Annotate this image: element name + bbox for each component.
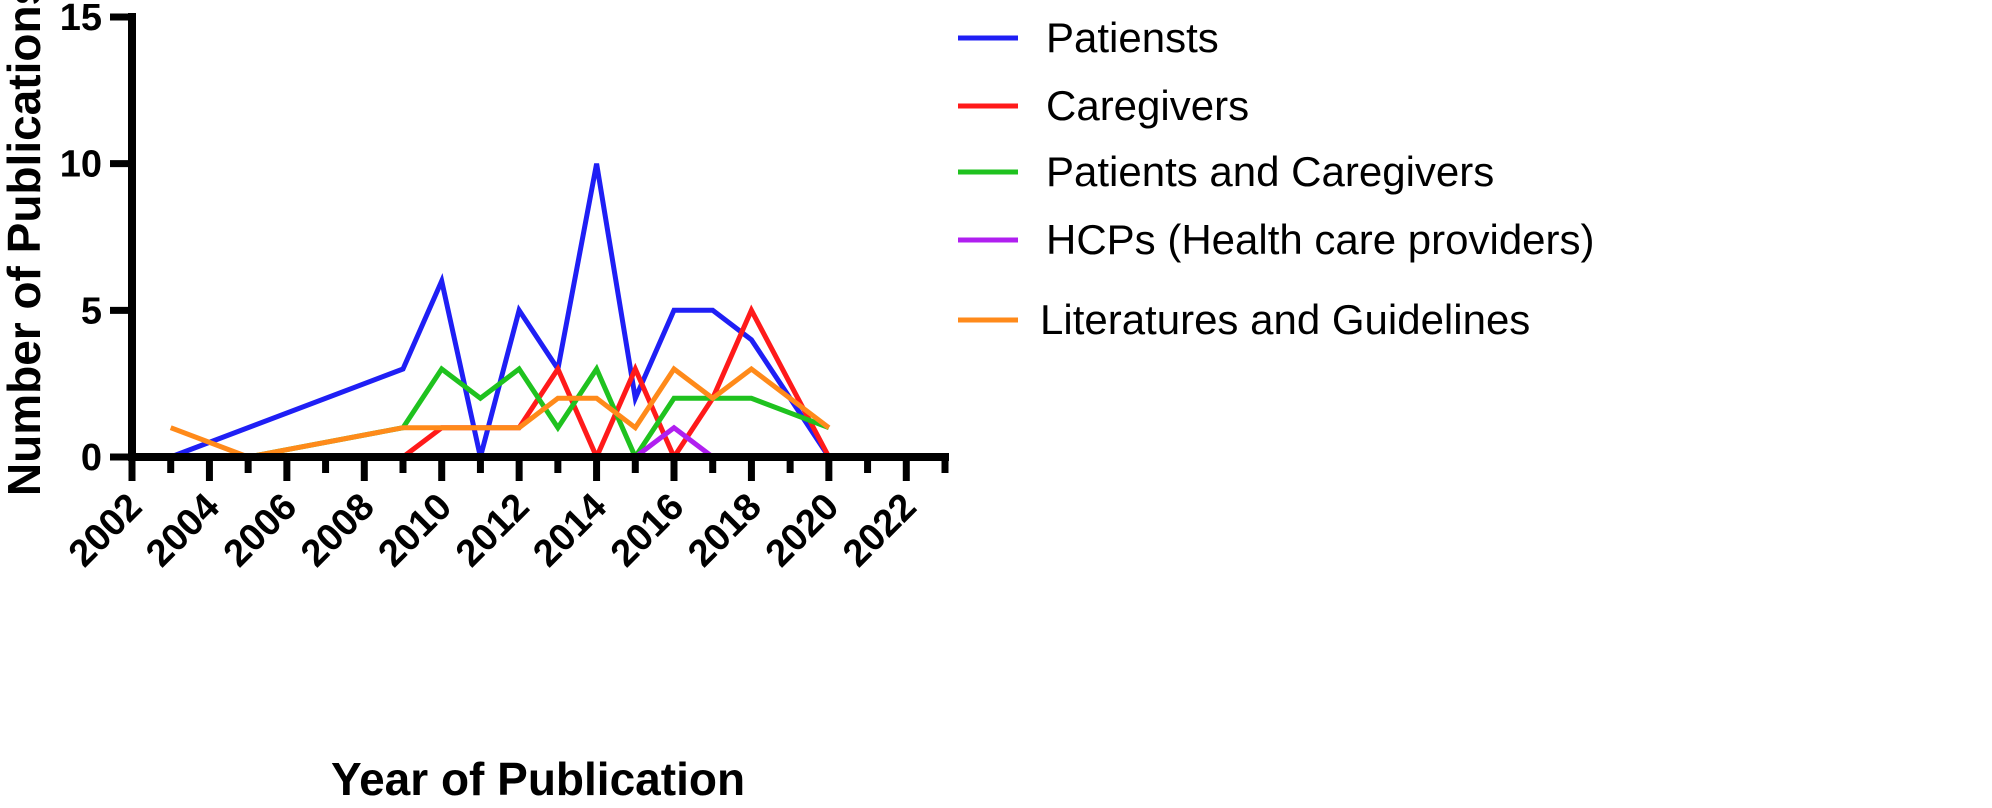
y-axis-ticks: 0 5 10 15 bbox=[60, 0, 132, 479]
series-line-patiensts bbox=[169, 163, 831, 460]
x-tick-label: 2010 bbox=[371, 486, 460, 575]
x-tick-label: 2022 bbox=[835, 486, 924, 575]
legend-item: Patients and Caregivers bbox=[958, 148, 1494, 195]
legend-label: Caregivers bbox=[1046, 82, 1249, 129]
legend-item: HCPs (Health care providers) bbox=[958, 216, 1595, 263]
x-tick-label: 2014 bbox=[525, 486, 614, 575]
y-tick-label: 0 bbox=[81, 437, 102, 479]
x-tick-label: 2008 bbox=[293, 486, 382, 575]
series-line-literatures-and-guidelines bbox=[169, 365, 831, 460]
legend-label: Literatures and Guidelines bbox=[1040, 296, 1530, 343]
series-layer bbox=[169, 163, 832, 464]
x-tick-label: 2004 bbox=[138, 486, 227, 575]
x-tick-label: 2012 bbox=[448, 486, 537, 575]
x-tick-label: 2016 bbox=[603, 486, 692, 575]
legend: Patiensts Caregivers Patients and Caregive… bbox=[958, 14, 1595, 343]
legend-label: Patiensts bbox=[1046, 14, 1219, 61]
x-tick-label: 2018 bbox=[680, 486, 769, 575]
legend-label: Patients and Caregivers bbox=[1046, 148, 1494, 195]
y-tick-label: 5 bbox=[81, 290, 102, 332]
y-tick-label: 10 bbox=[60, 144, 102, 186]
x-tick-label: 2006 bbox=[216, 486, 305, 575]
legend-item: Literatures and Guidelines bbox=[958, 296, 1530, 343]
x-axis-title: Year of Publication bbox=[331, 753, 745, 805]
y-axis-title: Number of Publications bbox=[0, 0, 50, 496]
y-tick-label: 15 bbox=[60, 0, 102, 39]
legend-item: Caregivers bbox=[958, 82, 1249, 129]
x-tick-label: 2002 bbox=[61, 486, 150, 575]
x-axis-ticks: 2002200420062008201020122014201620182020… bbox=[61, 457, 949, 575]
legend-label: HCPs (Health care providers) bbox=[1046, 216, 1595, 263]
legend-item: Patiensts bbox=[958, 14, 1219, 61]
x-tick-label: 2020 bbox=[758, 486, 847, 575]
